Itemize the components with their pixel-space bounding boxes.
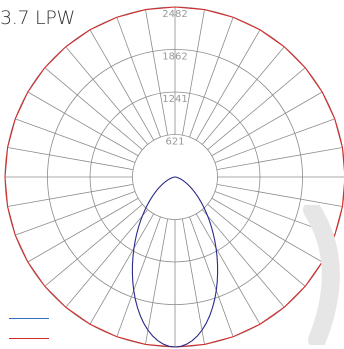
radial-tick-2: 1862 [162, 51, 187, 62]
radial-tick-labels: 621 1241 1862 2482 [162, 9, 187, 147]
grid-spoke-280 [7, 183, 134, 207]
radial-tick-3: 2482 [162, 9, 187, 20]
grid-spoke-60 [211, 197, 323, 263]
grid-spoke-150 [195, 29, 261, 141]
grid-spoke-210 [89, 29, 155, 141]
grid-spoke-80 [216, 183, 343, 207]
grid-spoke-120 [211, 91, 323, 157]
grid-spoke-130 [207, 67, 306, 150]
grid-spoke-140 [202, 46, 285, 145]
grid-spoke-40 [202, 209, 285, 308]
grid-spoke-50 [207, 204, 306, 287]
grid-spoke-240 [27, 91, 139, 157]
grid-spoke-310 [44, 204, 143, 287]
grid-spoke-350 [145, 218, 169, 345]
grid-spoke-340 [116, 216, 161, 337]
legend-line-blue [9, 318, 49, 319]
grid-spoke-10 [181, 218, 205, 345]
grid-spoke-190 [145, 9, 169, 136]
grid-spoke-220 [65, 46, 148, 145]
grid-spoke-260 [7, 147, 134, 171]
grid-spoke-20 [189, 216, 234, 337]
series-1 [131, 176, 219, 348]
watermark-logo [303, 205, 340, 345]
radial-tick-0: 621 [165, 136, 184, 147]
grid-spoke-160 [189, 17, 234, 138]
grid-spoke-250 [15, 118, 136, 163]
grid-spoke-200 [116, 17, 161, 138]
legend-line-red [9, 338, 49, 339]
grid-spoke-290 [15, 191, 136, 236]
radial-tick-1: 1241 [162, 94, 187, 105]
grid-spoke-30 [195, 213, 261, 325]
chart-title: 3.7 LPW [0, 7, 75, 29]
grid-spoke-230 [44, 67, 143, 150]
grid-spoke-170 [181, 9, 205, 136]
grid-spoke-320 [65, 209, 148, 308]
grid-spoke-110 [214, 118, 335, 163]
grid-spoke-100 [216, 147, 343, 171]
grid-spoke-300 [27, 197, 139, 263]
grid-spoke-330 [89, 213, 155, 325]
